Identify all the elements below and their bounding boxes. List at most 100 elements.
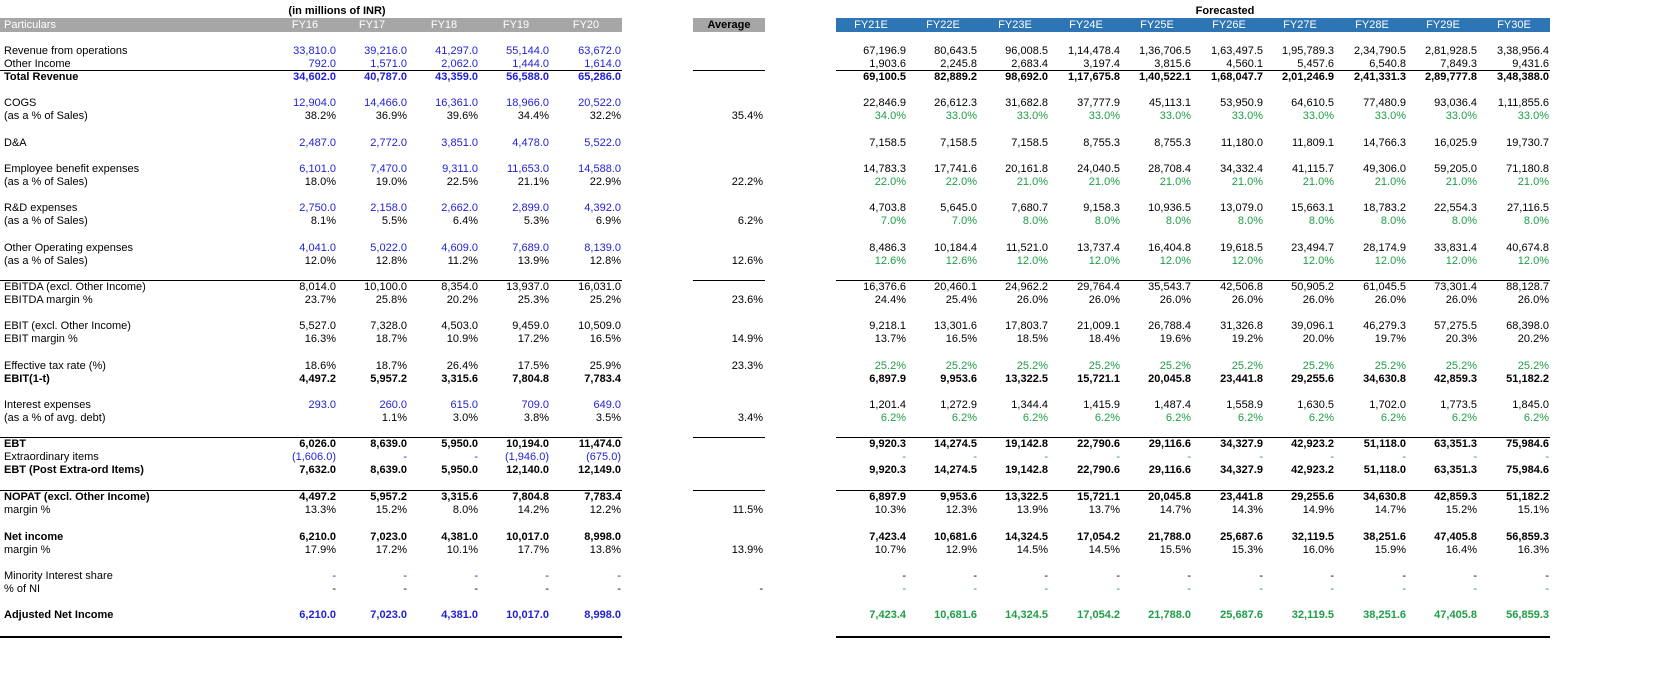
hist-value-cell: 5,022.0 xyxy=(370,242,407,254)
average-value-cell: 14.9% xyxy=(731,333,763,345)
hist-value-cell: - xyxy=(545,583,549,595)
row-label: Interest expenses xyxy=(4,399,91,411)
forecast-value-cell: 11,180.0 xyxy=(1220,137,1263,149)
hist-value-cell: 649.0 xyxy=(593,399,621,411)
hist-value-cell: 32.2% xyxy=(589,110,621,122)
historical-header-bar xyxy=(0,18,622,32)
forecast-value-cell: 31,682.8 xyxy=(1005,97,1048,109)
forecast-value-cell: 34,327.9 xyxy=(1220,438,1263,450)
hist-value-cell: 8.0% xyxy=(452,504,478,516)
forecast-value-cell: 6,540.8 xyxy=(1369,58,1406,70)
forecast-value-cell: 1,201.4 xyxy=(869,399,906,411)
hist-value-cell: 6.4% xyxy=(452,215,478,227)
forecast-value-cell: 13,322.5 xyxy=(1005,373,1048,385)
forecast-value-cell: 1,773.5 xyxy=(1440,399,1477,411)
row-label: EBT (Post Extra-ord Items) xyxy=(4,464,144,476)
hist-value-cell: - xyxy=(617,570,621,582)
forecast-value-cell: 7,158.5 xyxy=(869,137,906,149)
forecast-value-cell: 25.2% xyxy=(945,360,977,372)
forecast-value-cell: 34,630.8 xyxy=(1363,491,1406,503)
forecast-value-cell: 9,953.6 xyxy=(940,373,977,385)
forecast-value-cell: 12.6% xyxy=(945,255,977,267)
hist-value-cell: 18.0% xyxy=(304,176,336,188)
forecast-value-cell: - xyxy=(1044,583,1048,595)
forecast-value-cell: 15.9% xyxy=(1374,544,1406,556)
forecast-value-cell: 26,788.4 xyxy=(1148,320,1191,332)
forecast-value-cell: 26,612.3 xyxy=(934,97,977,109)
forecast-value-cell: 67,196.9 xyxy=(863,45,906,57)
year-header-fy26e: FY26E xyxy=(1212,19,1246,31)
hist-value-cell: 14,588.0 xyxy=(578,163,621,175)
hist-value-cell: 4,497.2 xyxy=(299,373,336,385)
forecast-value-cell: 15,663.1 xyxy=(1291,202,1334,214)
forecast-value-cell: 13,737.4 xyxy=(1077,242,1120,254)
forecast-value-cell: 1,40,522.1 xyxy=(1139,71,1191,83)
divider-line xyxy=(0,70,622,71)
forecast-value-cell: 47,405.8 xyxy=(1434,609,1477,621)
forecast-value-cell: 33,831.4 xyxy=(1434,242,1477,254)
forecast-value-cell: - xyxy=(1044,451,1048,463)
forecast-value-cell: 11,521.0 xyxy=(1005,242,1048,254)
forecast-value-cell: 22,846.9 xyxy=(863,97,906,109)
forecast-value-cell: 25.4% xyxy=(945,294,977,306)
forecast-value-cell: 28,708.4 xyxy=(1148,163,1191,175)
forecast-value-cell: 1,558.9 xyxy=(1226,399,1263,411)
forecast-value-cell: 20,045.8 xyxy=(1148,491,1191,503)
year-header-fy25e: FY25E xyxy=(1140,19,1174,31)
hist-value-cell: 5.3% xyxy=(523,215,549,227)
forecast-value-cell: 6.2% xyxy=(880,412,906,424)
average-header: Average xyxy=(707,19,751,31)
forecast-value-cell: 46,279.3 xyxy=(1363,320,1406,332)
forecast-value-cell: - xyxy=(902,583,906,595)
forecast-value-cell: 21.0% xyxy=(1445,176,1477,188)
forecast-value-cell: - xyxy=(1545,570,1549,582)
forecast-value-cell: 1,95,789.3 xyxy=(1282,45,1334,57)
hist-value-cell: 12.0% xyxy=(304,255,336,267)
row-label: Net income xyxy=(4,531,64,543)
forecast-value-cell: 26.0% xyxy=(1374,294,1406,306)
forecast-value-cell: 22.0% xyxy=(874,176,906,188)
forecast-value-cell: 6.2% xyxy=(951,412,977,424)
forecast-value-cell: - xyxy=(1473,570,1477,582)
forecast-value-cell: - xyxy=(1545,451,1549,463)
hist-value-cell: - xyxy=(474,570,478,582)
forecast-value-cell: 21.0% xyxy=(1231,176,1263,188)
forecast-value-cell: 12.3% xyxy=(945,504,977,516)
hist-value-cell: 8,998.0 xyxy=(584,609,621,621)
hist-value-cell: 5,527.0 xyxy=(299,320,336,332)
forecast-value-cell: 1,702.0 xyxy=(1369,399,1406,411)
hist-value-cell: 11,653.0 xyxy=(506,163,549,175)
forecast-value-cell: 4,703.8 xyxy=(869,202,906,214)
forecast-value-cell: 11,809.1 xyxy=(1291,137,1334,149)
forecast-value-cell: 14,766.3 xyxy=(1363,137,1406,149)
forecast-value-cell: 51,182.2 xyxy=(1506,373,1549,385)
forecast-value-cell: 29,116.6 xyxy=(1148,438,1191,450)
forecast-value-cell: 6.2% xyxy=(1523,412,1549,424)
hist-value-cell: 4,478.0 xyxy=(512,137,549,149)
forecast-value-cell: 20.3% xyxy=(1445,333,1477,345)
hist-value-cell: 39,216.0 xyxy=(364,45,407,57)
forecast-value-cell: 14.5% xyxy=(1088,544,1120,556)
forecast-value-cell: 25.2% xyxy=(874,360,906,372)
hist-value-cell: 6,101.0 xyxy=(299,163,336,175)
forecast-value-cell: - xyxy=(1402,451,1406,463)
forecast-value-cell: 33.0% xyxy=(1374,110,1406,122)
year-header-fy30e: FY30E xyxy=(1497,19,1531,31)
hist-value-cell: 16,031.0 xyxy=(578,281,621,293)
forecast-value-cell: - xyxy=(1402,583,1406,595)
forecast-value-cell: - xyxy=(1259,570,1263,582)
hist-value-cell: 7,328.0 xyxy=(370,320,407,332)
hist-value-cell: 4,381.0 xyxy=(441,531,478,543)
forecast-value-cell: 8.0% xyxy=(1022,215,1048,227)
hist-value-cell: - xyxy=(545,570,549,582)
hist-value-cell: 2,662.0 xyxy=(441,202,478,214)
forecast-value-cell: 64,610.5 xyxy=(1291,97,1334,109)
forecast-value-cell: 23,441.8 xyxy=(1220,373,1263,385)
forecast-value-cell: 8,755.3 xyxy=(1154,137,1191,149)
hist-value-cell: 21.1% xyxy=(517,176,549,188)
forecast-value-cell: 15,721.1 xyxy=(1077,373,1120,385)
hist-value-cell: 7,804.8 xyxy=(512,373,549,385)
forecast-value-cell: 12.0% xyxy=(1302,255,1334,267)
forecast-value-cell: 13.9% xyxy=(1016,504,1048,516)
